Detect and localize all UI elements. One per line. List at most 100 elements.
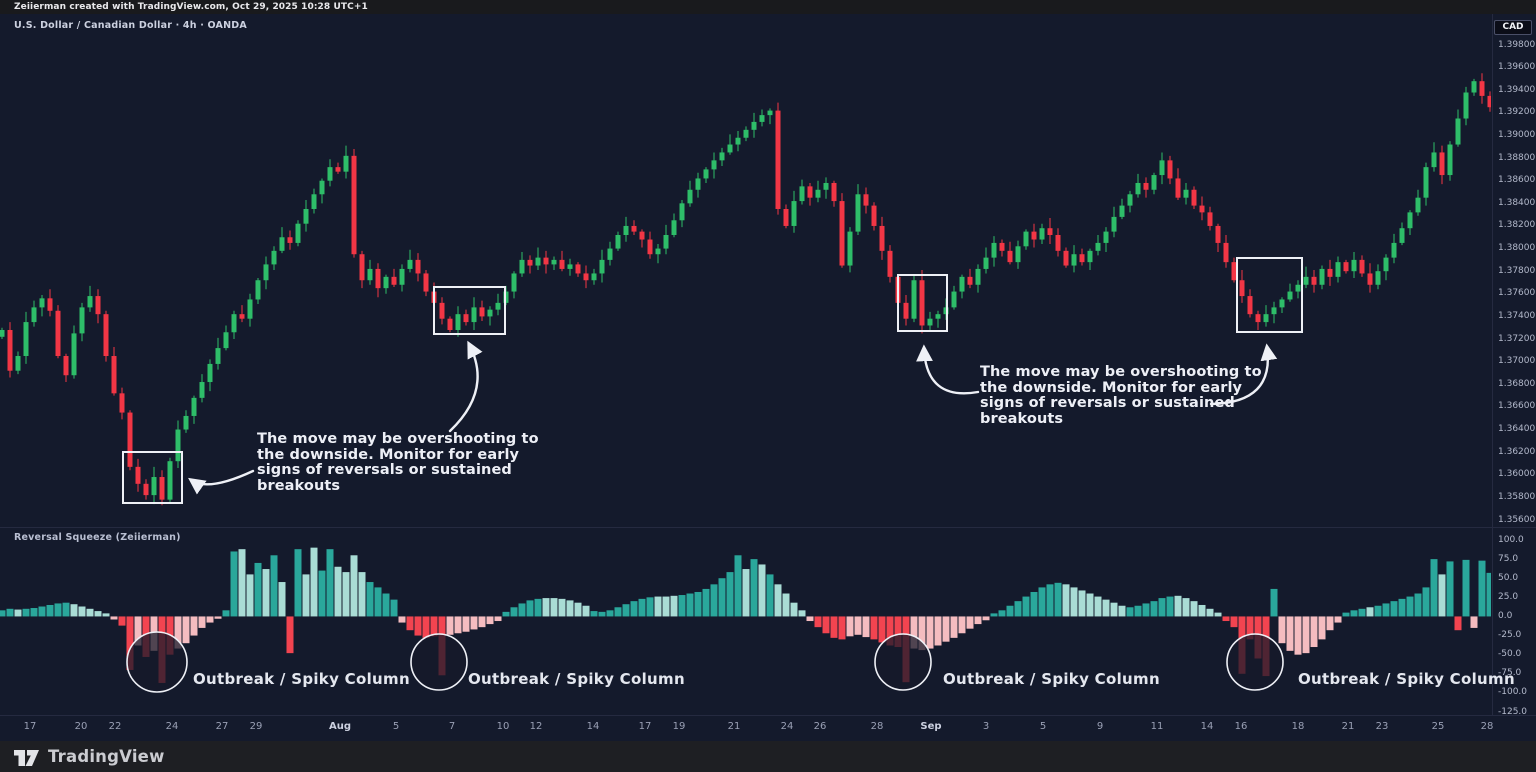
outbreak-label[interactable]: Outbreak / Spiky Column (1298, 670, 1515, 688)
candle (1255, 314, 1261, 323)
annotation-layer[interactable] (122, 257, 1303, 693)
candle (551, 259, 557, 265)
histogram-bar (726, 572, 734, 617)
price-tick-label: 1.38600 (1498, 175, 1536, 186)
highlight-circle[interactable] (126, 631, 188, 693)
price-tick-label: 1.36600 (1498, 401, 1536, 412)
histogram-bar (702, 588, 710, 617)
histogram-bar (422, 616, 430, 638)
candle (1279, 299, 1285, 308)
histogram-bar (806, 616, 814, 622)
histogram-bar (134, 616, 142, 646)
candle (887, 250, 893, 277)
outbreak-label[interactable]: Outbreak / Spiky Column (193, 670, 410, 688)
symbol-title[interactable]: U.S. Dollar / Canadian Dollar · 4h · OAN… (14, 20, 247, 31)
candle (743, 129, 749, 138)
histogram-bar (1054, 582, 1062, 617)
highlight-box[interactable] (122, 451, 183, 504)
histogram-bar (1414, 593, 1422, 617)
time-tick-label: Aug (328, 721, 352, 732)
candle (1479, 81, 1485, 96)
annotation-arrow[interactable] (1209, 343, 1278, 406)
highlight-circle[interactable] (874, 633, 932, 691)
annotation-note[interactable]: The move may be overshooting to the downs… (980, 364, 1262, 427)
candle (1271, 307, 1277, 315)
highlight-circle[interactable] (410, 633, 468, 691)
candle (1167, 160, 1173, 179)
indicator-title[interactable]: Reversal Squeeze (Zeiierman) (14, 532, 181, 543)
histogram-bar (238, 549, 246, 617)
histogram-bar (70, 604, 78, 617)
candle (927, 318, 933, 326)
indicator-tick-label: 25.0 (1498, 591, 1519, 602)
histogram-bar (1070, 587, 1078, 617)
indicator-tick-label: 100.0 (1498, 534, 1524, 545)
tradingview-logo-icon[interactable] (13, 746, 40, 768)
histogram-bar (1230, 616, 1238, 628)
histogram-bar (494, 616, 502, 622)
time-tick-label: 27 (215, 721, 229, 732)
histogram-bar (1318, 616, 1326, 640)
histogram-bar (1462, 559, 1470, 617)
candle (639, 231, 645, 240)
histogram-bar (1358, 608, 1366, 617)
outbreak-label[interactable]: Outbreak / Spiky Column (943, 670, 1160, 688)
time-tick-label: 25 (1431, 721, 1445, 732)
histogram-bar (630, 601, 638, 617)
candle (1087, 250, 1093, 263)
histogram-bar (262, 569, 270, 617)
histogram-bar (662, 596, 670, 617)
highlight-box[interactable] (1236, 257, 1303, 333)
histogram-bar (54, 603, 62, 617)
annotation-arrow[interactable] (448, 340, 483, 433)
candle (1319, 268, 1325, 285)
candle (967, 276, 973, 285)
candle (671, 220, 677, 235)
tradingview-wordmark[interactable]: TradingView (48, 747, 165, 766)
candle (935, 314, 941, 319)
histogram-bar (694, 591, 702, 617)
histogram-bar (1406, 596, 1414, 617)
highlight-circle[interactable] (1226, 633, 1284, 691)
candle (535, 257, 541, 266)
candle (567, 264, 573, 269)
histogram-bar (742, 569, 750, 617)
histogram-bar (430, 616, 438, 637)
histogram-bar (822, 616, 830, 634)
indicator-tick-label: 0.0 (1498, 610, 1513, 621)
histogram-bar (478, 616, 486, 628)
histogram-bar (670, 595, 678, 617)
annotation-arrow[interactable] (916, 344, 980, 395)
histogram-bar (366, 582, 374, 617)
histogram-bar (342, 572, 350, 617)
candle (631, 225, 637, 232)
currency-badge[interactable]: CAD (1494, 20, 1532, 35)
histogram-bar (110, 616, 118, 620)
annotation-note[interactable]: The move may be overshooting to the downs… (257, 431, 539, 494)
highlight-box[interactable] (433, 286, 506, 335)
price-tick-label: 1.39200 (1498, 107, 1536, 118)
candle (279, 237, 285, 251)
candle (191, 397, 197, 416)
histogram-bar (1046, 584, 1054, 617)
candle (903, 302, 909, 319)
pane-separator[interactable] (0, 527, 1536, 528)
time-tick-label: 11 (1150, 721, 1164, 732)
highlight-box[interactable] (897, 274, 948, 332)
candle (751, 121, 757, 130)
histogram-bar (558, 598, 566, 617)
histogram-bar (862, 616, 870, 638)
price-axis-separator[interactable] (1492, 14, 1493, 715)
candle (271, 250, 277, 265)
histogram-bar (390, 599, 398, 617)
candle (991, 242, 997, 258)
outbreak-label[interactable]: Outbreak / Spiky Column (468, 670, 685, 688)
candle (327, 167, 333, 181)
price-pane[interactable] (0, 73, 1493, 506)
histogram-bar (118, 616, 126, 626)
candle (95, 296, 101, 315)
candle (1159, 160, 1165, 176)
annotation-arrow[interactable] (188, 469, 255, 495)
candle (623, 225, 629, 235)
